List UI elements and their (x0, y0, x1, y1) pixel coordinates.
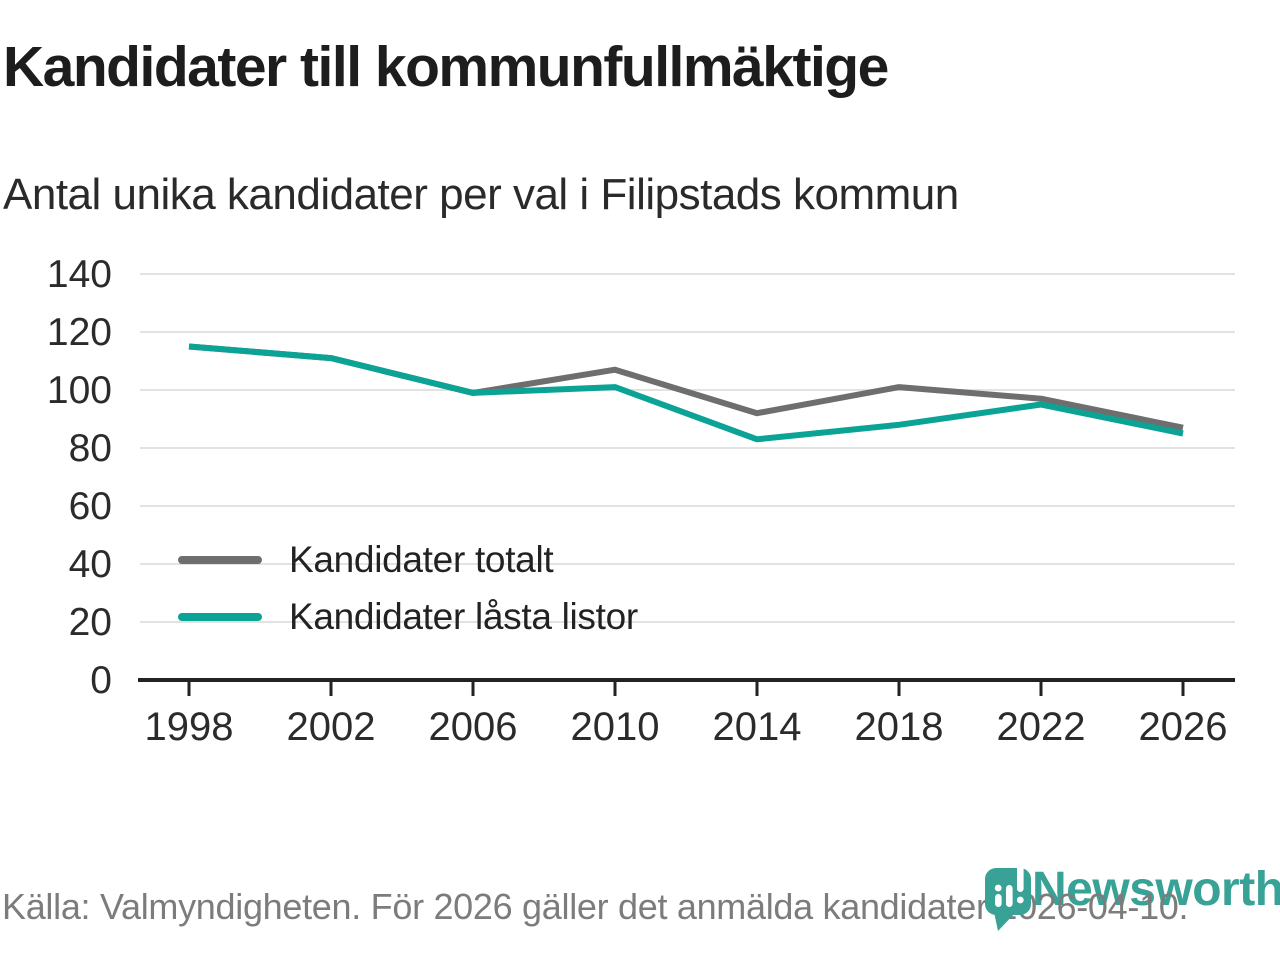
y-axis-label: 20 (69, 601, 112, 644)
y-axis-label: 120 (47, 311, 112, 354)
y-axis-label: 140 (47, 253, 112, 296)
legend: Kandidater totalt Kandidater låsta listo… (178, 531, 638, 645)
y-axis-label: 40 (69, 543, 112, 586)
legend-label-locked-lists: Kandidater låsta listor (289, 595, 638, 637)
y-axis-label: 80 (69, 427, 112, 470)
page-title: Kandidater till kommunfullmäktige (3, 35, 889, 99)
x-axis-label: 1998 (145, 705, 234, 749)
newsworthy-logo-icon (985, 863, 1031, 931)
legend-swatch-locked-lists (178, 612, 262, 621)
y-axis-label: 60 (69, 485, 112, 528)
newsworthy-wordmark: Newsworthy (1032, 863, 1280, 916)
legend-swatch-total (178, 555, 262, 564)
x-axis-label: 2026 (1139, 705, 1228, 749)
line-chart: 0 20 40 60 80 100 120 140 1998 2002 2006 2010 2014 20… (47, 253, 1235, 749)
legend-label-total: Kandidater totalt (289, 538, 554, 580)
y-axis-label: 100 (47, 369, 112, 412)
series-line-1 (188, 343, 1184, 443)
chart-subtitle: Antal unika kandidater per val i Filipst… (3, 170, 959, 219)
legend-item-total: Kandidater totalt (178, 531, 638, 588)
legend-item-locked-lists: Kandidater låsta listor (178, 588, 638, 645)
x-axis-label: 2002 (287, 705, 376, 749)
x-axis-label: 2006 (429, 705, 518, 749)
x-axis-label: 2014 (713, 705, 802, 749)
x-axis-label: 2010 (571, 705, 660, 749)
x-axis-label: 2022 (997, 705, 1086, 749)
x-axis-label: 2018 (855, 705, 944, 749)
y-axis-label: 0 (90, 659, 112, 702)
